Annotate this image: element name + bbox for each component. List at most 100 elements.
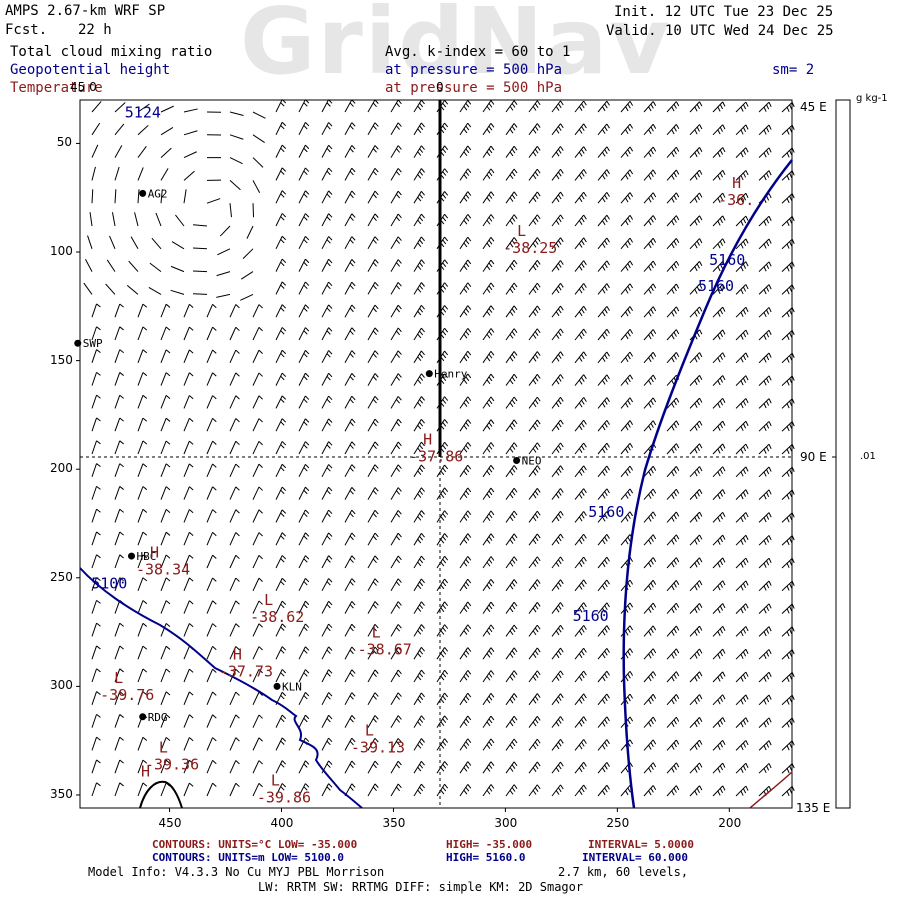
wind-barb	[620, 602, 634, 614]
wind-barb	[390, 783, 402, 797]
wind-barb	[459, 373, 472, 386]
wind-barb	[367, 350, 379, 364]
wind-barb	[130, 236, 139, 250]
wind-barb	[712, 648, 726, 660]
wind-barb	[229, 760, 240, 774]
wind-barb	[413, 601, 425, 614]
wind-barb	[597, 693, 610, 706]
wind-barb	[252, 157, 264, 168]
wind-barb	[482, 556, 495, 569]
wind-barb	[574, 419, 587, 432]
wind-barb	[321, 372, 333, 386]
wind-barb	[183, 509, 194, 523]
wind-barb	[367, 373, 379, 386]
wind-barb	[275, 509, 287, 523]
wind-barb	[689, 124, 703, 136]
wind-barb	[275, 486, 287, 500]
wind-barb	[413, 122, 425, 136]
wind-barb	[413, 99, 425, 113]
wind-barb	[689, 717, 703, 728]
wind-barb	[344, 395, 356, 409]
wind-barb	[574, 488, 587, 500]
wind-barb	[206, 782, 217, 797]
wind-barb	[192, 293, 208, 295]
wind-barb	[91, 122, 101, 136]
wind-barb	[666, 716, 680, 728]
wind-barb	[114, 577, 124, 591]
wind-barb	[758, 215, 772, 227]
hl-marker: L	[517, 222, 526, 240]
wind-barb	[666, 534, 680, 546]
wind-barb	[367, 715, 379, 728]
wind-barb	[712, 238, 726, 250]
wind-barb	[459, 259, 472, 272]
wind-barb	[528, 419, 541, 432]
wind-barb	[781, 307, 795, 318]
wind-barb	[505, 168, 518, 181]
colorbar	[835, 99, 851, 809]
forecast-label: Fcst.	[5, 22, 48, 38]
wind-barb	[597, 556, 610, 569]
wind-barb	[275, 121, 287, 136]
wind-barb	[712, 420, 726, 432]
wind-barb	[367, 167, 379, 181]
wind-barb	[528, 488, 541, 500]
wind-barb	[643, 762, 657, 774]
wind-barb	[551, 624, 564, 637]
station-label: SWP	[83, 337, 103, 350]
wind-barb	[436, 783, 449, 797]
hl-marker: L	[159, 739, 168, 757]
wind-barb	[620, 625, 634, 637]
wind-barb	[597, 100, 610, 113]
wind-barb	[551, 784, 564, 797]
wind-barb	[459, 350, 472, 364]
wind-barb	[183, 130, 198, 136]
wind-barb	[390, 236, 402, 250]
wind-barb	[459, 647, 472, 660]
wind-barb	[275, 213, 287, 227]
wind-barb	[735, 534, 749, 546]
wind-barb	[758, 717, 772, 728]
wind-barb	[666, 580, 680, 592]
wind-barb	[758, 763, 772, 774]
wind-barb	[666, 557, 680, 569]
wind-barb	[344, 167, 356, 181]
wind-barb	[160, 554, 171, 569]
wind-barb	[367, 783, 379, 797]
wind-barb	[137, 508, 148, 523]
wind-barb	[114, 782, 124, 797]
avg-k-index: Avg. k-index = 60 to 1	[385, 44, 571, 60]
wind-barb	[252, 326, 263, 341]
wind-barb	[367, 395, 379, 409]
wind-barb	[551, 465, 564, 478]
x-tick-label: 250	[606, 816, 630, 830]
wind-barb	[367, 601, 379, 614]
wind-barb	[528, 738, 541, 751]
wind-barb	[712, 717, 726, 728]
temperature-value: -36.	[718, 191, 754, 209]
wind-barb	[551, 260, 564, 272]
wind-barb	[413, 259, 425, 272]
wind-barb	[574, 511, 587, 523]
wind-barb	[206, 486, 217, 500]
wind-barb	[597, 465, 610, 478]
wind-barb	[666, 306, 680, 318]
wind-barb	[735, 580, 749, 592]
wind-barb	[482, 487, 495, 500]
wind-barb	[505, 601, 518, 614]
wind-barb	[597, 534, 610, 546]
wind-barb	[781, 626, 795, 637]
wind-barb	[735, 398, 749, 409]
wind-barb	[551, 510, 564, 523]
wind-barb	[689, 169, 703, 181]
wind-barb	[367, 509, 379, 523]
wind-barb	[91, 691, 101, 705]
wind-barb	[689, 306, 703, 318]
x-tick-label: 200	[718, 816, 742, 830]
wind-barb	[620, 214, 634, 227]
wind-barb	[252, 600, 263, 614]
wind-barb	[735, 147, 749, 158]
wind-barb	[114, 463, 124, 477]
wind-barb	[114, 372, 124, 386]
wind-barb	[229, 304, 240, 318]
